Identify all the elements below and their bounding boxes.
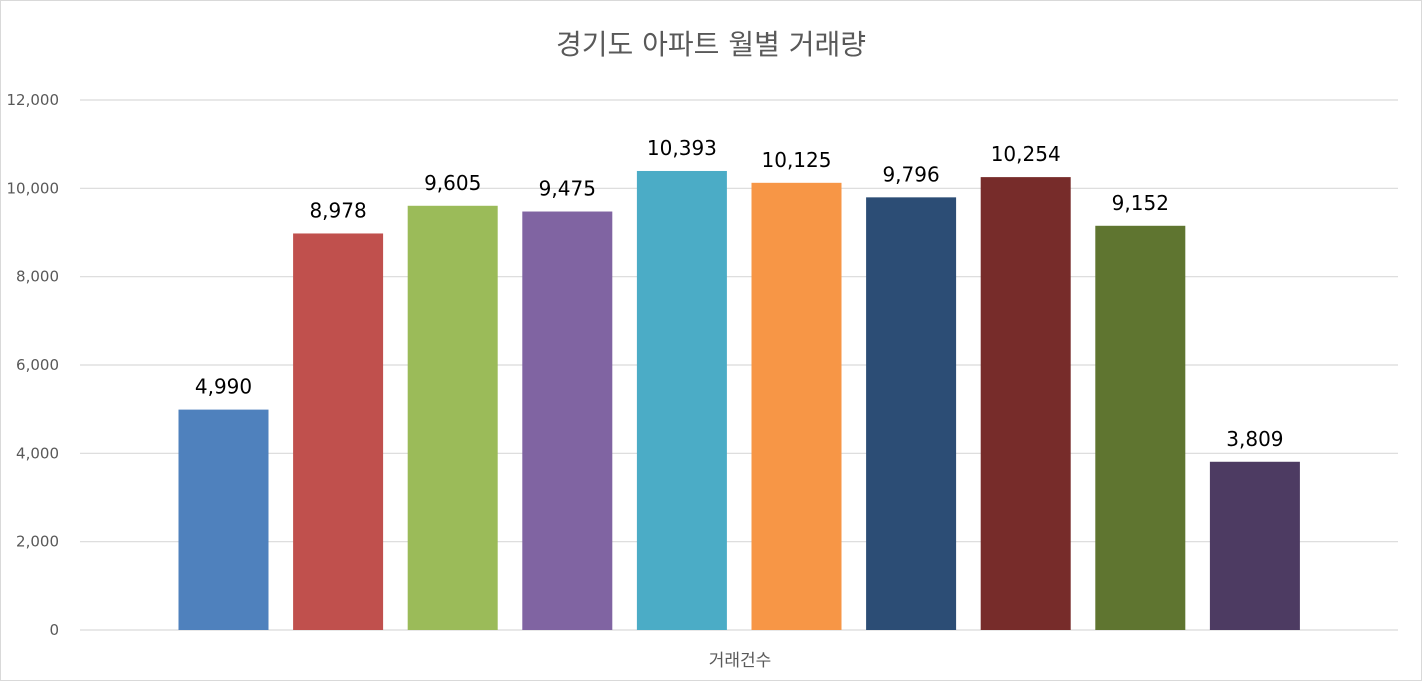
- bar: [1095, 225, 1186, 630]
- bar: [293, 233, 384, 630]
- bar: [866, 197, 957, 631]
- y-tick-label: 4,000: [16, 444, 59, 462]
- y-tick-label: 0: [49, 621, 59, 639]
- data-label: 10,125: [762, 148, 832, 172]
- data-label: 10,393: [647, 136, 717, 160]
- x-axis-categories: 거래건수: [709, 651, 772, 671]
- bar: [178, 409, 269, 630]
- data-label: 9,152: [1112, 191, 1169, 215]
- data-label: 8,978: [309, 198, 366, 222]
- y-tick-label: 10,000: [7, 179, 60, 197]
- data-label: 3,809: [1226, 427, 1283, 451]
- y-tick-label: 2,000: [16, 533, 59, 551]
- bar: [407, 205, 498, 630]
- data-label: 9,605: [424, 171, 481, 195]
- bar: [1209, 461, 1300, 630]
- bar: [751, 182, 842, 630]
- data-label: 10,254: [991, 142, 1061, 166]
- y-tick-label: 12,000: [7, 91, 60, 109]
- y-axis-ticks: 0 2,000 4,000 6,000 8,000 10,000 12,000: [7, 91, 60, 639]
- y-tick-label: 6,000: [16, 356, 59, 374]
- data-label: 9,475: [539, 177, 596, 201]
- bars: [178, 170, 1300, 631]
- bar: [522, 211, 613, 631]
- gridlines: [80, 99, 1398, 631]
- bar: [636, 170, 727, 630]
- data-labels: 4,990 8,978 9,605 9,475 10,393 10,125 9,796 10,…: [195, 136, 1284, 451]
- data-label: 4,990: [195, 375, 252, 399]
- y-tick-label: 8,000: [16, 268, 59, 286]
- bar: [980, 177, 1071, 631]
- chart-title: 경기도 아파트 월별 거래량: [555, 28, 867, 61]
- x-category-label: 거래건수: [709, 651, 772, 671]
- data-label: 9,796: [882, 162, 939, 186]
